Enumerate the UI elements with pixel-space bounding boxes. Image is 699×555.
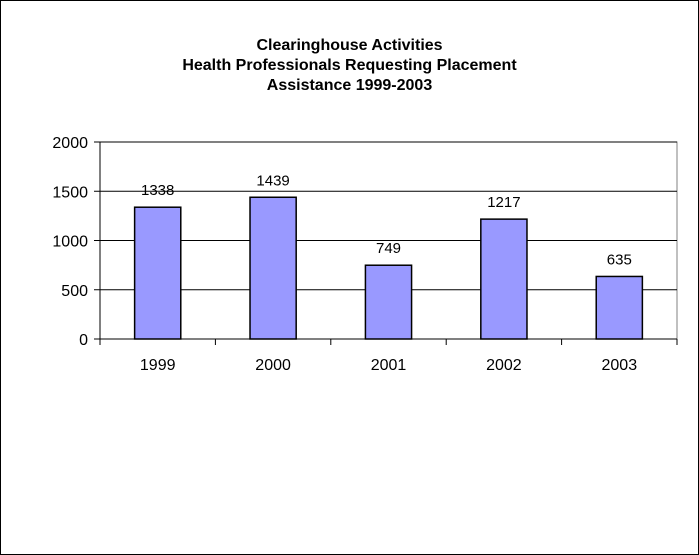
x-tick-label-1999: 1999 bbox=[140, 357, 176, 374]
chart-title: Clearinghouse Activities Health Professi… bbox=[0, 36, 699, 96]
data-label-1999: 1338 bbox=[141, 182, 174, 199]
x-tick-label-2003: 2003 bbox=[602, 357, 638, 374]
x-tick-label-2002: 2002 bbox=[486, 357, 522, 374]
bar-1999 bbox=[133, 206, 182, 340]
x-tick-label-2001: 2001 bbox=[371, 357, 407, 374]
y-tick-label: 1000 bbox=[52, 234, 88, 251]
bar-2001 bbox=[364, 264, 413, 340]
y-tick-label: 0 bbox=[79, 332, 88, 349]
y-tick-label: 2000 bbox=[52, 135, 88, 152]
y-tick-label: 500 bbox=[61, 283, 88, 300]
y-tick-label: 1500 bbox=[52, 184, 88, 201]
chart-title-line-3: Assistance 1999-2003 bbox=[266, 77, 433, 94]
data-label-2002: 1217 bbox=[487, 194, 520, 211]
chart-title-line-2: Health Professionals Requesting Placemen… bbox=[182, 57, 517, 74]
bar-2000 bbox=[249, 196, 297, 340]
data-label-2001: 749 bbox=[376, 240, 401, 257]
x-tick-label-2000: 2000 bbox=[255, 357, 291, 374]
bar-2002 bbox=[480, 218, 528, 340]
bar-2003 bbox=[595, 275, 644, 340]
chart-title-line-1: Clearinghouse Activities bbox=[256, 37, 443, 54]
data-label-2003: 635 bbox=[607, 251, 632, 268]
data-label-2000: 1439 bbox=[256, 172, 289, 189]
